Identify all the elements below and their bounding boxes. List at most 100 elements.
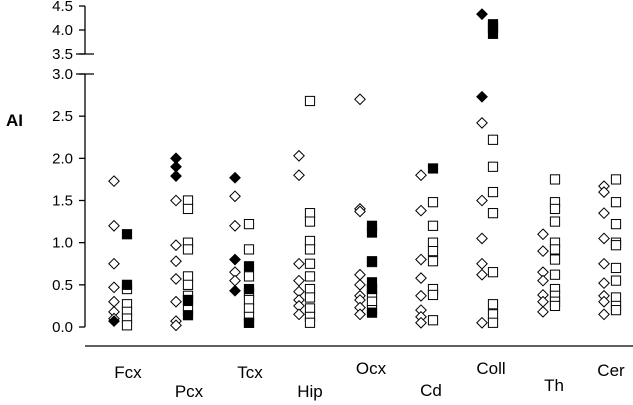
- open-square-point-th: [549, 203, 561, 215]
- open-square-point-coll: [487, 161, 499, 172]
- open-diamond-point-th: [537, 295, 549, 308]
- y-tick-label: 1.5: [52, 193, 73, 210]
- open-square-point-pcx: [182, 203, 194, 215]
- open-diamond-point-cd: [415, 253, 427, 266]
- open-square-point-cd: [427, 289, 439, 301]
- open-diamond-point-cer: [598, 277, 610, 290]
- open-diamond-point-coll: [476, 316, 488, 329]
- open-diamond-point-cd: [415, 169, 427, 182]
- open-diamond-point-coll: [476, 232, 488, 245]
- open-square-point-cd: [427, 220, 439, 231]
- open-square-point-pcx: [182, 279, 194, 290]
- open-diamond-point-ocx: [354, 205, 366, 218]
- open-diamond-point-coll: [476, 268, 488, 281]
- open-square-point-cer: [610, 262, 622, 274]
- open-square-point-cer: [610, 305, 622, 316]
- open-square-point-cer: [610, 197, 622, 208]
- open-diamond-point-tcx: [229, 190, 241, 203]
- open-diamond-point-hip: [293, 149, 305, 162]
- category-label-coll: Coll: [476, 359, 505, 378]
- open-diamond-point-pcx: [170, 273, 182, 285]
- y-tick-label: 0.5: [52, 277, 73, 294]
- open-square-point-cer: [610, 174, 622, 185]
- y-tick-label: 2.5: [52, 108, 73, 125]
- category-label-th: Th: [544, 376, 564, 395]
- open-diamond-point-fcx: [108, 295, 120, 308]
- open-square-point-th: [549, 244, 561, 255]
- open-square-point-th: [549, 174, 561, 185]
- open-square-point-hip: [304, 303, 316, 314]
- open-square-point-tcx: [243, 219, 255, 230]
- open-diamond-point-fcx: [108, 281, 120, 294]
- open-square-point-pcx: [182, 195, 194, 206]
- open-diamond-point-cer: [598, 257, 610, 270]
- open-square-point-hip: [304, 317, 316, 328]
- y-axis: [76, 6, 633, 347]
- open-square-point-coll: [487, 309, 499, 320]
- open-square-point-th: [549, 300, 561, 312]
- open-square-point-hip: [304, 271, 316, 282]
- filled-diamond-point-tcx: [229, 253, 241, 266]
- filled-square-point-pcx: [182, 294, 194, 306]
- filled-square-point-ocx: [366, 256, 378, 267]
- open-square-point-coll: [487, 299, 499, 310]
- filled-square-point-fcx: [121, 229, 133, 240]
- open-diamond-point-fcx: [108, 219, 120, 232]
- open-square-point-hip: [304, 216, 316, 227]
- filled-square-point-tcx: [243, 283, 255, 295]
- open-square-point-coll: [487, 186, 499, 198]
- open-diamond-point-th: [537, 274, 549, 287]
- filled-diamond-point-tcx: [229, 284, 241, 297]
- open-square-point-tcx: [243, 294, 255, 306]
- y-tick-label: 0.0: [52, 319, 73, 336]
- category-label-cd: Cd: [420, 381, 442, 400]
- filled-diamond-point-fcx: [108, 315, 120, 328]
- open-square-point-th: [549, 254, 561, 265]
- open-diamond-point-tcx: [229, 274, 241, 287]
- category-label-fcx: Fcx: [114, 363, 142, 382]
- open-square-point-hip: [304, 244, 316, 255]
- open-diamond-point-ocx: [354, 278, 366, 291]
- open-diamond-point-pcx: [170, 194, 182, 207]
- filled-diamond-point-tcx: [229, 171, 241, 184]
- y-tick-label: 1.0: [52, 235, 73, 252]
- open-diamond-point-cd: [415, 316, 427, 329]
- filled-diamond-point-coll: [476, 90, 488, 103]
- open-diamond-point-hip: [293, 169, 305, 182]
- open-square-point-hip: [304, 95, 316, 107]
- open-square-point-hip: [304, 283, 316, 295]
- category-label-hip: Hip: [297, 382, 323, 401]
- open-square-point-cd: [427, 256, 439, 267]
- filled-square-point-cd: [427, 163, 439, 174]
- y-axis-title: AI: [6, 111, 23, 130]
- open-diamond-point-fcx: [108, 257, 120, 270]
- category-label-cer: Cer: [597, 361, 625, 380]
- open-diamond-point-pcx: [170, 255, 182, 268]
- open-diamond-point-th: [537, 245, 549, 258]
- open-diamond-point-fcx: [108, 175, 120, 188]
- open-diamond-point-pcx: [170, 319, 182, 332]
- open-diamond-point-coll: [476, 257, 488, 270]
- filled-square-point-tcx: [243, 261, 255, 272]
- category-labels: Fcx Pcx Tcx Hip Ocx Cd Coll Th Cer: [114, 359, 625, 401]
- open-diamond-point-ocx: [354, 308, 366, 321]
- filled-square-point-ocx: [366, 307, 378, 318]
- open-square-point-th: [549, 269, 561, 280]
- open-square-point-coll: [487, 317, 499, 328]
- open-square-point-cer: [610, 292, 622, 303]
- open-diamond-point-cer: [598, 186, 610, 198]
- open-diamond-point-hip: [293, 257, 305, 270]
- open-diamond-point-ocx: [354, 93, 366, 106]
- open-square-point-cd: [427, 197, 439, 208]
- open-diamond-point-coll: [476, 117, 488, 129]
- open-square-point-hip: [304, 235, 316, 247]
- open-diamond-point-cd: [415, 272, 427, 284]
- filled-diamond-point-coll: [476, 8, 488, 21]
- open-square-point-cd: [427, 315, 439, 326]
- open-square-point-th: [549, 216, 561, 227]
- open-square-point-cd: [427, 246, 439, 257]
- open-diamond-point-hip: [293, 308, 305, 321]
- open-diamond-point-cer: [598, 308, 610, 321]
- open-diamond-point-cd: [415, 289, 427, 302]
- filled-square-point-coll: [487, 28, 499, 39]
